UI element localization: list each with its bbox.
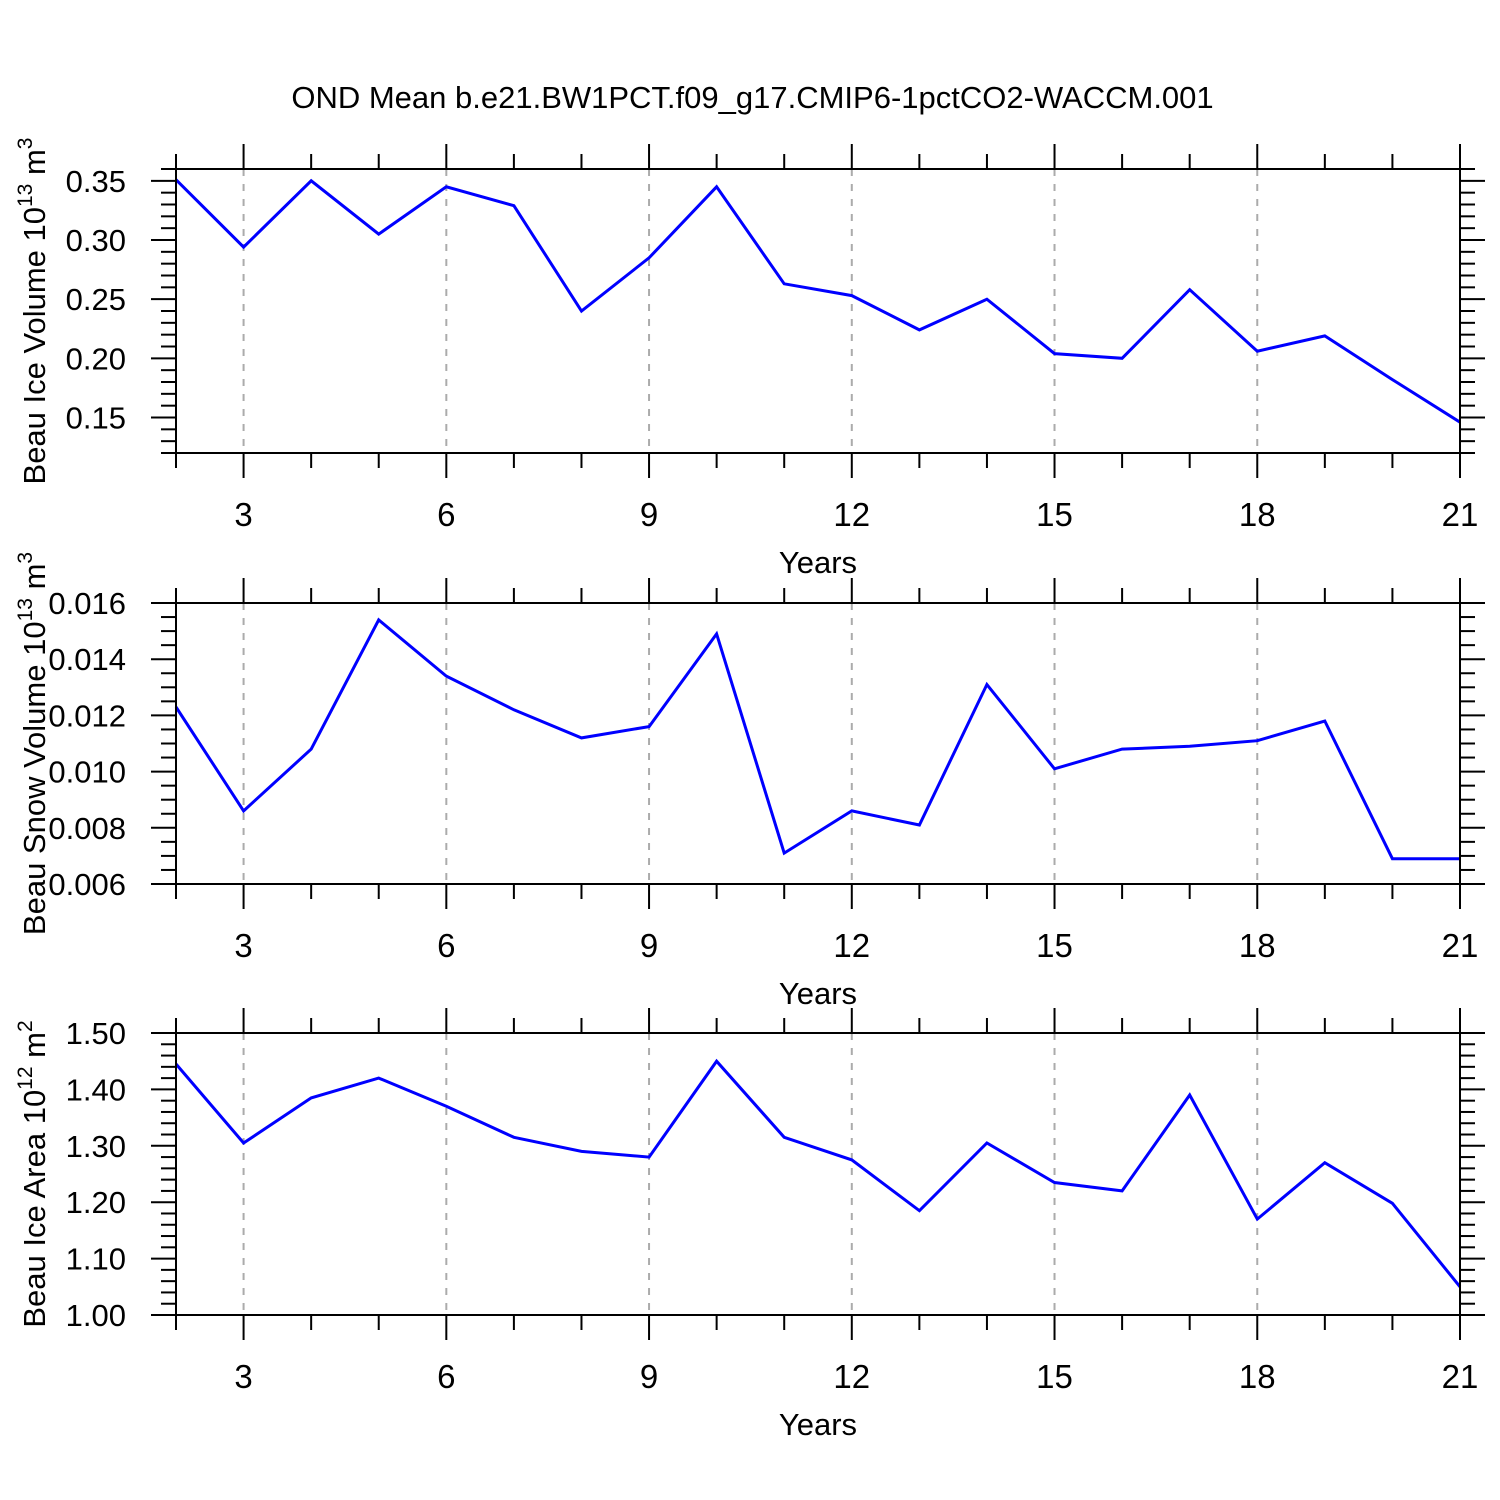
y-axis-title: Beau Ice Area 1012 m2 — [14, 1020, 52, 1327]
y-axis-title-text: m — [17, 564, 52, 598]
y-axis-title-superscript: 13 — [14, 184, 37, 207]
x-tick-label: 12 — [833, 1358, 870, 1395]
y-axis-title-superscript: 2 — [14, 1020, 37, 1032]
y-tick-label: 1.00 — [66, 1298, 126, 1333]
chart-panel: 0.15 0.20 0.25 0.30 0.35 3 6 9 12 15 18 21 Years Beau… — [14, 138, 1485, 580]
x-tick-label: 15 — [1036, 496, 1073, 533]
x-tick-label: 3 — [234, 927, 252, 964]
y-tick-label: 0.012 — [48, 698, 126, 733]
y-tick-label: 0.006 — [48, 867, 126, 902]
y-tick-label: 0.014 — [48, 642, 126, 677]
x-tick-label: 9 — [640, 496, 658, 533]
chart-panel: 1.00 1.10 1.20 1.30 1.40 1.50 3 6 9 12 15 18 21 Years… — [14, 1008, 1485, 1442]
y-tick-label: 1.30 — [66, 1129, 126, 1164]
chart-title: OND Mean b.e21.BW1PCT.f09_g17.CMIP6-1pct… — [291, 80, 1214, 115]
y-axis-title-text: m — [17, 149, 52, 183]
y-axis-title: Beau Ice Volume 1013 m3 — [14, 138, 52, 485]
x-axis-title: Years — [779, 1407, 857, 1442]
data-line — [174, 178, 1461, 424]
x-tick-label: 9 — [640, 1358, 658, 1395]
y-tick-label: 0.010 — [48, 755, 126, 790]
plot-frame — [175, 1032, 1461, 1316]
y-tick-label: 0.008 — [48, 811, 126, 846]
y-tick-label: 0.25 — [66, 282, 126, 317]
x-tick-label: 18 — [1239, 927, 1276, 964]
plot-frame — [175, 602, 1461, 885]
y-axis-title-superscript: 12 — [14, 1066, 37, 1089]
y-tick-label: 0.15 — [66, 401, 126, 436]
x-tick-label: 12 — [833, 927, 870, 964]
chart-panel: 0.006 0.008 0.010 0.012 0.014 0.016 3 6 9 12 15 18 2… — [14, 552, 1485, 1011]
y-tick-label: 1.50 — [66, 1016, 126, 1051]
data-line — [174, 1058, 1462, 1288]
y-axis-title-superscript: 3 — [14, 138, 37, 150]
data-line — [174, 617, 1460, 861]
x-tick-label: 6 — [437, 927, 455, 964]
x-tick-label: 21 — [1442, 496, 1479, 533]
x-tick-label: 12 — [833, 496, 870, 533]
x-tick-label: 21 — [1442, 1358, 1479, 1395]
x-tick-label: 9 — [640, 927, 658, 964]
x-axis-title: Years — [779, 976, 857, 1011]
y-tick-label: 0.20 — [66, 341, 126, 376]
y-axis-title: Beau Snow Volume 1013 m3 — [14, 552, 52, 935]
y-tick-label: 0.30 — [66, 223, 126, 258]
y-axis-title-text: Beau Ice Volume 10 — [17, 207, 52, 484]
y-axis-title-superscript: 3 — [14, 552, 37, 564]
x-tick-label: 21 — [1442, 927, 1479, 964]
x-tick-label: 15 — [1036, 927, 1073, 964]
y-tick-label: 0.016 — [48, 586, 126, 621]
y-axis-title-text: Beau Ice Area 10 — [17, 1090, 52, 1328]
x-tick-label: 3 — [234, 496, 252, 533]
y-tick-label: 1.40 — [66, 1072, 126, 1107]
x-tick-label: 18 — [1239, 1358, 1276, 1395]
x-tick-label: 3 — [234, 1358, 252, 1395]
x-tick-label: 6 — [437, 1358, 455, 1395]
y-axis-title-text: m — [17, 1032, 52, 1066]
x-axis-title: Years — [779, 545, 857, 580]
y-tick-label: 0.35 — [66, 164, 126, 199]
y-axis-title-superscript: 13 — [14, 598, 37, 621]
plot-frame — [175, 168, 1461, 454]
y-axis-title-text: Beau Snow Volume 10 — [17, 621, 52, 935]
y-tick-label: 1.10 — [66, 1242, 126, 1277]
x-tick-label: 18 — [1239, 496, 1276, 533]
y-tick-label: 1.20 — [66, 1185, 126, 1220]
x-tick-label: 15 — [1036, 1358, 1073, 1395]
x-tick-label: 6 — [437, 496, 455, 533]
